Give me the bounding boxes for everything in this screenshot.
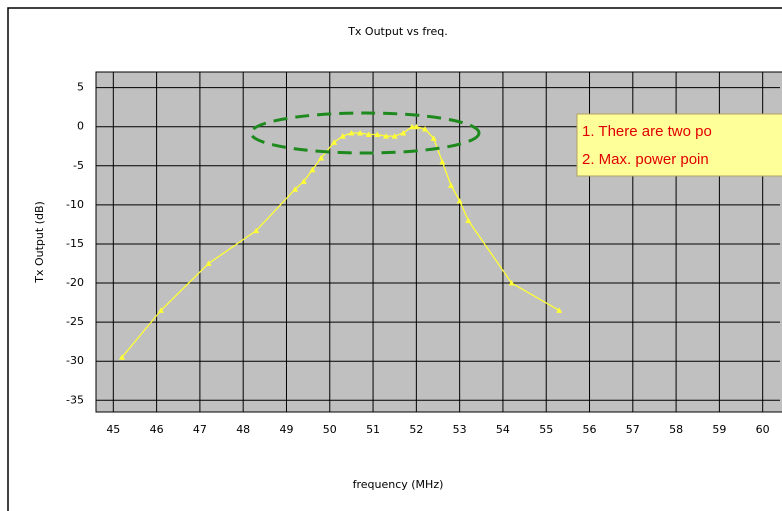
data-point [430, 135, 437, 141]
x-axis-label: frequency (MHz) [353, 478, 444, 491]
data-point [400, 129, 407, 136]
x-tick-label: 52 [409, 423, 423, 436]
data-point [292, 186, 299, 192]
y-axis-label: Tx Output (dB) [33, 201, 46, 284]
data-point [157, 307, 164, 313]
x-tick-label: 45 [106, 423, 120, 436]
data-point [253, 227, 260, 234]
x-tick-label: 55 [539, 423, 553, 436]
x-tick-label: 51 [366, 423, 380, 436]
data-point [365, 131, 372, 138]
x-tick-label: 49 [279, 423, 293, 436]
y-tick-label: 0 [77, 120, 84, 133]
x-tick-label: 47 [193, 423, 207, 436]
data-point [318, 154, 325, 161]
x-tick-label: 48 [236, 423, 250, 436]
data-point [309, 166, 316, 173]
y-tick-label: -20 [66, 276, 84, 289]
x-tick-label: 58 [669, 423, 683, 436]
x-tick-label: 53 [453, 423, 467, 436]
data-point [300, 178, 307, 184]
data-point [447, 182, 454, 188]
x-tick-label: 60 [756, 423, 770, 436]
x-tick-label: 54 [496, 423, 510, 436]
data-point [422, 126, 429, 132]
y-tick-label: -30 [66, 354, 84, 367]
note-line: 1. There are two po [582, 123, 712, 140]
x-tick-label: 57 [626, 423, 640, 436]
data-point [339, 133, 346, 139]
x-tick-label: 50 [323, 423, 337, 436]
data-point [348, 129, 355, 136]
chart-title: Tx Output vs freq. [347, 25, 448, 38]
y-tick-label: -15 [66, 237, 84, 250]
highlight-ellipse [249, 111, 481, 155]
data-point [556, 307, 563, 313]
data-point [118, 354, 125, 360]
data-point [331, 139, 338, 145]
data-point [413, 123, 420, 130]
data-point [439, 158, 446, 165]
y-tick-label: -35 [66, 393, 84, 406]
note-line: 2. Max. power poin [582, 151, 709, 168]
x-tick-label: 56 [583, 423, 597, 436]
data-point [508, 280, 515, 286]
data-point [374, 131, 381, 138]
data-point [391, 133, 398, 139]
y-tick-label: -5 [73, 159, 84, 172]
data-point [383, 133, 390, 139]
y-tick-label: 5 [77, 81, 84, 94]
data-point [205, 260, 212, 266]
x-tick-label: 46 [150, 423, 164, 436]
y-tick-label: -25 [66, 315, 84, 328]
data-point [465, 217, 472, 224]
data-point [409, 123, 416, 130]
data-point [456, 197, 463, 204]
note-box [576, 113, 782, 177]
y-tick-label: -10 [66, 198, 84, 211]
data-point [357, 129, 364, 136]
x-tick-label: 59 [712, 423, 726, 436]
